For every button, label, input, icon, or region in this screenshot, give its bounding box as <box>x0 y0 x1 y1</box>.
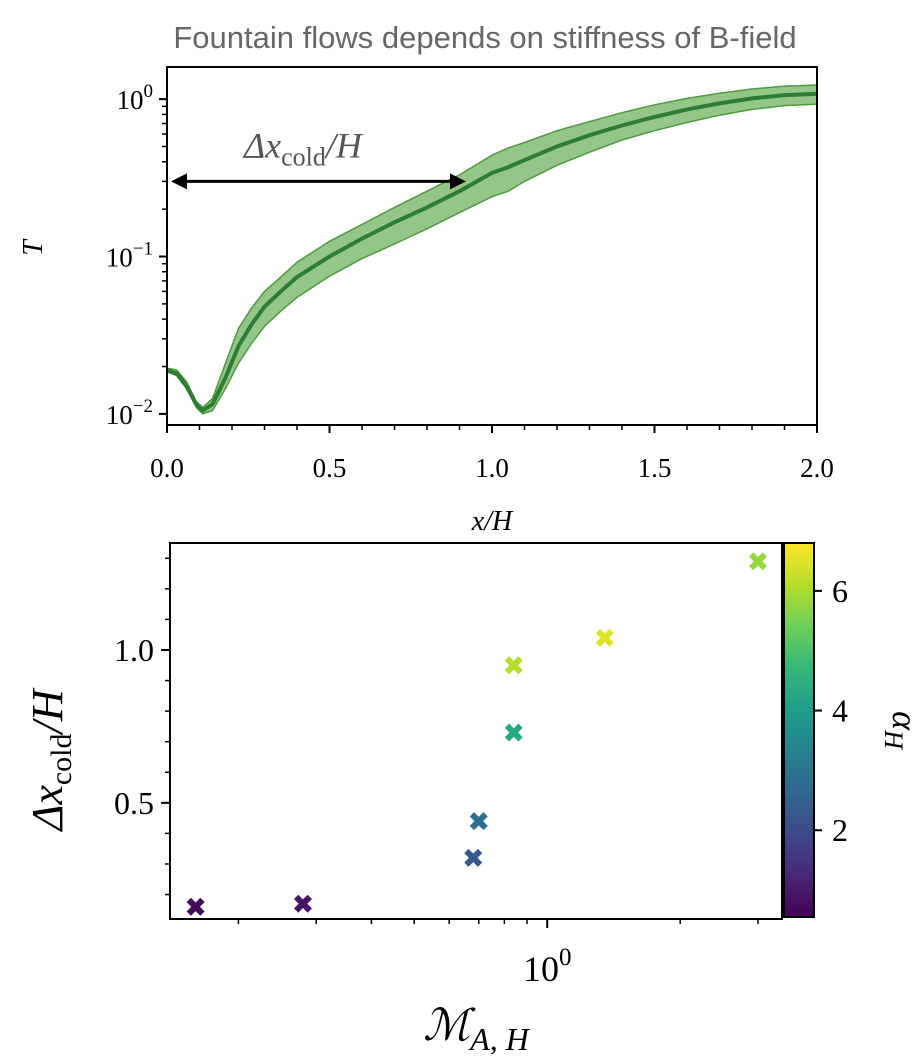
bottom-axes-frame <box>169 542 783 920</box>
bottom-y-tick-label: 0.5 <box>114 785 154 821</box>
arrow-head-right <box>450 173 466 190</box>
top-y-ticks: 10−2 10−1 100 <box>106 81 167 430</box>
top-x-ticks: 0.0 0.5 1.0 1.5 2.0 <box>150 425 834 483</box>
scatter-point <box>748 552 767 571</box>
colorbar <box>783 542 815 918</box>
bottom-y-ticks: 0.5 1.0 <box>114 557 170 896</box>
scatter-point <box>504 656 523 675</box>
top-axes-frame <box>166 66 818 426</box>
top-y-axis-label: T <box>18 238 49 256</box>
scatter-point <box>469 812 488 831</box>
bottom-x-axis-label: ℳA, H <box>423 1001 531 1054</box>
top-x-tick-label: 1.0 <box>475 453 509 483</box>
temperature-median-line <box>166 91 818 414</box>
delta-x-cold-arrow <box>171 173 466 190</box>
arrow-head-left <box>171 173 187 190</box>
scatter-point <box>464 848 483 867</box>
bottom-y-tick-label: 1.0 <box>114 632 154 668</box>
top-y-tick-label: 10−2 <box>106 396 153 430</box>
scatter-points <box>186 552 767 916</box>
scatter-point <box>186 897 205 916</box>
colorbar-tick-label: 6 <box>832 573 848 609</box>
colorbar-ticks: 2 4 6 <box>814 573 848 848</box>
top-x-tick-label: 1.5 <box>638 453 672 483</box>
bottom-panel: 100 0.5 1.0 ℳA, H Δxcold/H 2 4 6 αH <box>23 542 924 1057</box>
top-x-tick-label: 0.5 <box>313 453 347 483</box>
top-y-tick-label: 100 <box>117 81 154 115</box>
bottom-x-tick-label: 100 <box>523 944 572 989</box>
bottom-x-ticks: 100 <box>237 919 759 989</box>
colorbar-label: αH <box>879 711 924 750</box>
colorbar-tick-label: 2 <box>832 812 848 848</box>
top-panel: Δxcold/H 0.0 0.5 1.0 1.5 2.0 10−2 10−1 100 x/H… <box>18 66 834 537</box>
scatter-point <box>595 628 614 647</box>
top-x-axis-label: x/H <box>471 506 514 537</box>
bottom-y-axis-label: Δxcold/H <box>23 687 78 832</box>
scatter-point <box>293 894 312 913</box>
delta-x-cold-annotation: Δxcold/H <box>242 125 364 171</box>
top-y-tick-label: 10−1 <box>106 239 153 273</box>
colorbar-tick-label: 4 <box>832 693 848 729</box>
chart-title: Fountain flows depends on stiffness of B… <box>173 20 797 55</box>
scatter-point <box>504 723 523 742</box>
top-x-tick-label: 0.0 <box>150 453 184 483</box>
top-x-tick-label: 2.0 <box>800 453 834 483</box>
